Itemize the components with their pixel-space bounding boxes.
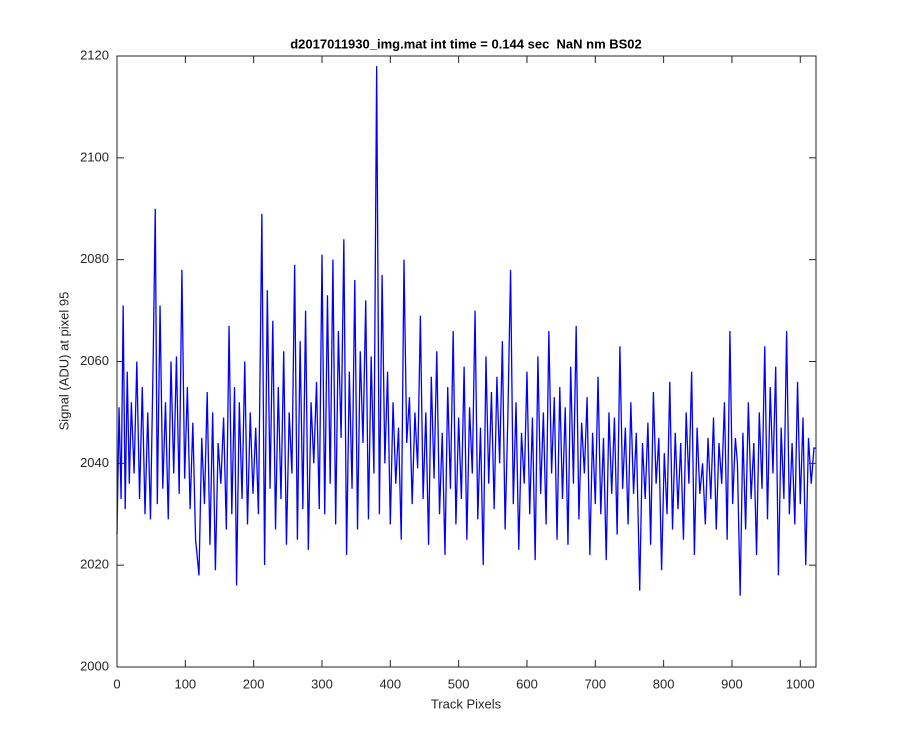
- y-tick-label: 2080: [80, 251, 109, 266]
- data-line: [116, 66, 816, 596]
- x-tick-label: 1000: [786, 676, 815, 691]
- y-tick-label: 2020: [80, 557, 109, 572]
- x-tick-label: 400: [379, 676, 401, 691]
- x-tick-label: 700: [584, 676, 606, 691]
- y-tick-label: 2120: [80, 47, 109, 62]
- x-tick-label: 900: [721, 676, 743, 691]
- chart-title: d2017011930_img.mat int time = 0.144 sec…: [290, 36, 642, 51]
- y-tick-label: 2040: [80, 455, 109, 470]
- y-tick-label: 2000: [80, 658, 109, 673]
- y-tick-label: 2060: [80, 353, 109, 368]
- x-tick-label: 300: [311, 676, 333, 691]
- y-axis-label: Signal (ADU) at pixel 95: [56, 292, 71, 431]
- x-tick-label: 0: [113, 676, 120, 691]
- y-tick-label: 2100: [80, 149, 109, 164]
- x-tick-label: 600: [516, 676, 538, 691]
- x-axis-label: Track Pixels: [431, 696, 502, 711]
- x-tick-label: 200: [243, 676, 265, 691]
- x-tick-label: 100: [174, 676, 196, 691]
- x-tick-label: 500: [448, 676, 470, 691]
- plot-area: [117, 56, 816, 667]
- x-tick-label: 800: [653, 676, 675, 691]
